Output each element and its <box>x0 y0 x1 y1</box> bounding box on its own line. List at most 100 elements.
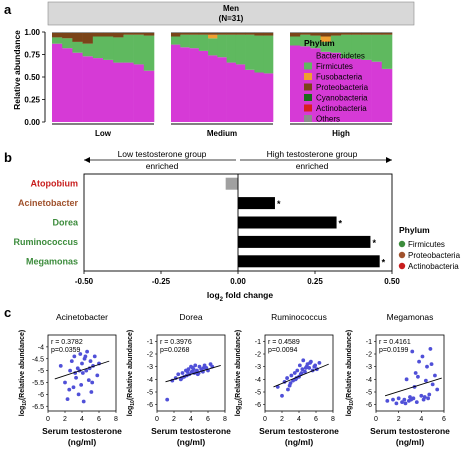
stacked-segment-firmicutes <box>371 34 383 62</box>
stacked-segment-bacteroidetes <box>371 61 383 122</box>
y-tick-label: -2 <box>366 352 372 359</box>
stacked-segment-proteobacteria <box>235 32 246 35</box>
scatter-point <box>425 364 429 369</box>
stacked-segment-bacteroidetes <box>113 62 124 122</box>
scatter-x-units: (ng/ml) <box>396 437 424 447</box>
scatter-point <box>410 349 415 354</box>
scatter-x-title: Serum testosterone <box>259 426 339 436</box>
stacked-segment-bacteroidetes <box>171 44 181 122</box>
stacked-segment-others <box>226 32 237 33</box>
stacked-segment-bacteroidetes <box>133 64 145 122</box>
stacked-segment-bacteroidetes <box>123 62 134 122</box>
scatter-point <box>413 371 418 375</box>
scatter-point <box>180 371 185 375</box>
stacked-segment-firmicutes <box>330 35 342 53</box>
stacked-segment-others <box>133 32 145 33</box>
stacked-segment-firmicutes <box>92 36 104 59</box>
stacked-segment-firmicutes <box>198 34 209 51</box>
x-tick-label: 0 <box>374 416 378 423</box>
scatter-point <box>409 397 414 402</box>
scatter-y-title-base: 10 <box>130 400 136 406</box>
stacked-segment-others <box>351 32 362 33</box>
genus-label: Atopobium <box>31 179 79 189</box>
scatter-y-title: log10(Relative abundance) <box>235 330 244 416</box>
stacked-segment-bacteroidetes <box>180 47 190 122</box>
scatter-point <box>416 374 420 379</box>
y-tick-label: -1 <box>366 339 372 346</box>
stacked-segment-proteobacteria <box>180 32 190 35</box>
y-tick-label: -2 <box>255 352 261 359</box>
scatter-point <box>92 354 97 359</box>
scatter-point <box>404 377 409 382</box>
scatter-x-units: (ng/ml) <box>177 437 205 447</box>
stacked-segment-proteobacteria <box>82 32 94 44</box>
correlation-p: p=0.0094 <box>268 347 297 354</box>
scatter-point <box>414 400 419 405</box>
stacked-segment-others <box>263 32 274 33</box>
stacked-segment-bacteroidetes <box>208 55 218 122</box>
correlation-p: p=0.0199 <box>379 347 408 354</box>
scatter-point <box>84 368 89 373</box>
stacked-segment-bacteroidetes <box>52 43 63 123</box>
stacked-segment-others <box>103 32 114 33</box>
y-tick-label: -6 <box>147 402 153 409</box>
y-tick-label: -6 <box>38 392 44 399</box>
y-tick-label: -5 <box>255 390 261 397</box>
stacked-segment-proteobacteria <box>351 32 362 35</box>
x-tick-label: 6 <box>442 416 446 423</box>
y-tick-label: 0.00 <box>24 118 40 127</box>
y-tick-label: -3 <box>366 364 372 371</box>
stacked-segment-proteobacteria <box>217 32 227 35</box>
stacked-segment-others <box>62 32 73 33</box>
scatter-title: Ruminococcus <box>271 312 327 322</box>
stacked-segment-proteobacteria <box>245 32 255 35</box>
x-tick-label: 6 <box>206 416 210 423</box>
stacked-segment-firmicutes <box>381 34 393 69</box>
x-axis-title: log2 fold change <box>207 290 273 303</box>
stacked-segment-firmicutes <box>254 35 265 73</box>
phylum-legend-dot <box>398 251 406 259</box>
stacked-segment-others <box>92 32 104 33</box>
scatter-point <box>63 380 67 385</box>
scatter-point <box>297 363 302 368</box>
x-tick-label: 6 <box>314 416 318 423</box>
stacked-segment-proteobacteria <box>371 32 383 35</box>
x-tick-label: 2 <box>172 416 176 423</box>
fold-change-bar <box>225 177 238 190</box>
stacked-segment-firmicutes <box>217 34 227 58</box>
stacked-segment-proteobacteria <box>143 32 155 36</box>
y-tick-label: 0.50 <box>24 73 40 82</box>
scatter-point <box>303 366 308 370</box>
stacked-segment-others <box>143 32 155 33</box>
genus-label: Dorea <box>52 218 79 228</box>
stacked-segment-proteobacteria <box>341 32 352 35</box>
high-enriched-label: High testosterone group <box>267 149 358 159</box>
scatter-frame <box>375 334 445 412</box>
y-tick-label: -4 <box>255 377 261 384</box>
scatter-point <box>86 378 91 383</box>
y-tick-label: 1.00 <box>24 28 40 37</box>
x-tick-label: 8 <box>114 416 118 423</box>
x-tick-label: 8 <box>331 416 335 423</box>
stacked-segment-proteobacteria <box>113 32 124 38</box>
y-tick-label: -4 <box>147 377 153 384</box>
stacked-segment-bacteroidetes <box>320 51 332 122</box>
stacked-segment-bacteroidetes <box>381 68 393 122</box>
y-tick-label: 0.75 <box>24 51 40 60</box>
stacked-segment-firmicutes <box>263 35 274 74</box>
stacked-segment-bacteroidetes <box>143 70 155 122</box>
stacked-segment-proteobacteria <box>226 32 237 35</box>
regression-line <box>273 363 329 388</box>
scatter-point <box>81 399 86 404</box>
scatter-point <box>69 359 74 364</box>
legend-entry: Others <box>316 115 340 124</box>
scatter-point <box>193 363 198 368</box>
stacked-segment-proteobacteria <box>330 32 342 36</box>
scatter-point <box>428 347 433 351</box>
stacked-bar-panel: Men (N=31) Relative abundance Low Medium H… <box>12 1 415 138</box>
stacked-segment-bacteroidetes <box>245 69 255 122</box>
phylum-legend-dot <box>398 262 406 270</box>
stacked-segment-firmicutes <box>235 34 246 65</box>
facet-header <box>47 1 415 26</box>
scatter-point <box>83 354 88 359</box>
